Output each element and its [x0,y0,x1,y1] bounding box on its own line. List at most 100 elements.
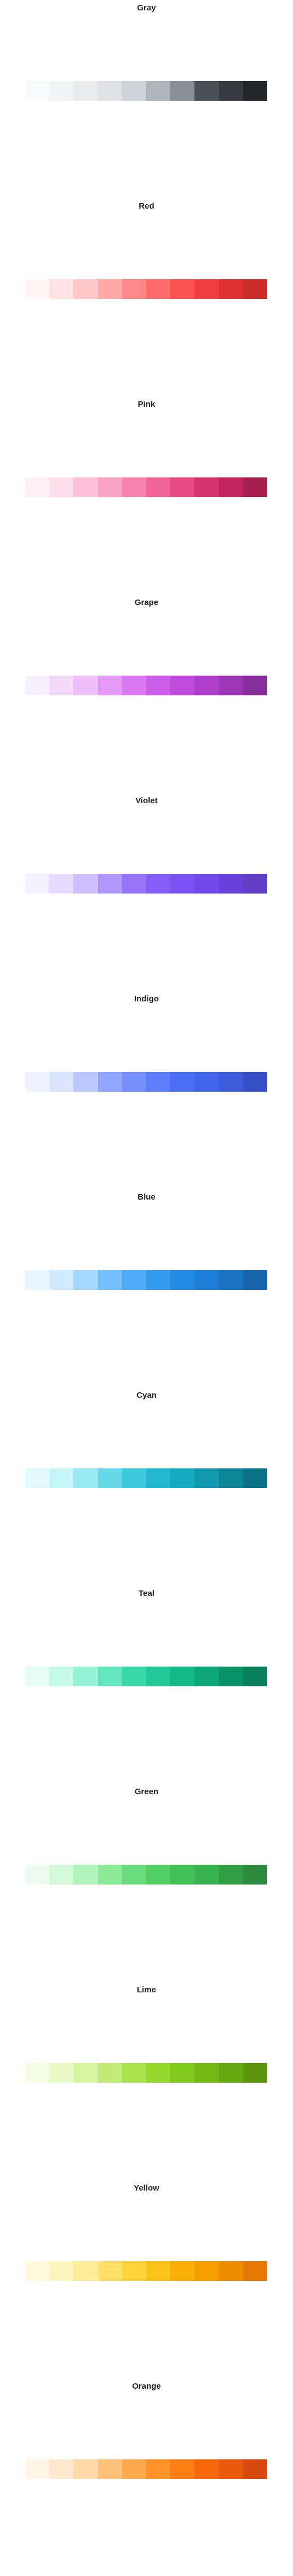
color-swatch-0 [25,279,50,299]
color-swatch-1 [49,1667,74,1686]
palette-cyan: Cyan [0,1387,293,1585]
color-swatch-4 [122,1270,147,1290]
color-swatch-3 [97,1270,122,1290]
color-swatch-1 [49,1865,74,1885]
palette-indigo: Indigo [0,991,293,1189]
color-swatch-4 [122,1667,147,1686]
color-swatch-0 [25,1270,50,1290]
color-swatch-8 [219,1667,243,1686]
color-swatch-6 [170,2063,195,2083]
color-swatch-5 [146,1072,171,1092]
color-swatch-7 [194,279,219,299]
color-swatch-7 [194,1468,219,1488]
color-swatch-6 [170,1865,195,1885]
palette-list: Gray Red Pink Grape Violet Indigo Blue C… [0,0,293,2479]
color-swatch-5 [146,676,171,695]
color-swatch-2 [73,1270,98,1290]
palette-title: Indigo [134,994,159,1004]
color-swatch-6 [170,1468,195,1488]
color-swatch-2 [73,2459,98,2479]
palette-title: Violet [135,796,158,805]
color-swatch-6 [170,2261,195,2281]
color-swatch-3 [97,2261,122,2281]
color-swatch-1 [49,2261,74,2281]
color-swatch-9 [243,1468,268,1488]
palette-teal: Teal [0,1586,293,1783]
palette-title: Gray [137,3,156,13]
palette-green: Green [0,1784,293,1981]
color-swatch-6 [170,676,195,695]
palette-gray: Gray [0,0,293,198]
color-swatch-5 [146,2261,171,2281]
color-swatch-6 [170,1667,195,1686]
color-scale-bar [25,1270,268,1290]
color-swatch-7 [194,874,219,894]
color-swatch-7 [194,1072,219,1092]
color-swatch-6 [170,279,195,299]
color-scale-bar [25,2261,268,2281]
color-swatch-7 [194,1667,219,1686]
color-swatch-2 [73,279,98,299]
color-swatch-3 [97,2063,122,2083]
color-swatch-5 [146,81,171,101]
color-swatch-0 [25,2459,50,2479]
color-swatch-9 [243,2261,268,2281]
color-swatch-9 [243,1865,268,1885]
color-scale-bar [25,81,268,101]
color-swatch-5 [146,2063,171,2083]
color-swatch-3 [97,279,122,299]
color-swatch-7 [194,1865,219,1885]
palette-violet: Violet [0,793,293,990]
color-swatch-2 [73,1072,98,1092]
color-swatch-6 [170,81,195,101]
color-swatch-3 [97,2459,122,2479]
color-swatch-4 [122,676,147,695]
color-swatch-0 [25,676,50,695]
color-swatch-5 [146,2459,171,2479]
palette-title: Pink [137,400,156,409]
palette-pink: Pink [0,396,293,594]
palette-title: Lime [136,1985,156,1995]
color-swatch-8 [219,477,243,497]
color-swatch-0 [25,2261,50,2281]
palette-lime: Lime [0,1982,293,2180]
color-swatch-8 [219,2063,243,2083]
color-swatch-2 [73,874,98,894]
color-swatch-2 [73,676,98,695]
color-swatch-8 [219,2459,243,2479]
color-swatch-2 [73,2261,98,2281]
color-scale-bar [25,676,268,695]
color-swatch-1 [49,2459,74,2479]
palette-title: Teal [139,1589,154,1598]
color-swatch-8 [219,279,243,299]
color-swatch-2 [73,2063,98,2083]
palette-title: Red [139,201,154,211]
color-swatch-3 [97,1468,122,1488]
color-swatch-9 [243,1270,268,1290]
color-swatch-1 [49,477,74,497]
color-scale-bar [25,1865,268,1885]
color-swatch-3 [97,874,122,894]
color-swatch-0 [25,1865,50,1885]
color-swatch-0 [25,477,50,497]
color-swatch-2 [73,477,98,497]
color-swatch-0 [25,1072,50,1092]
color-swatch-5 [146,1270,171,1290]
color-swatch-8 [219,2261,243,2281]
color-swatch-2 [73,1468,98,1488]
color-swatch-4 [122,279,147,299]
palette-title: Yellow [134,2183,159,2193]
color-swatch-8 [219,874,243,894]
color-swatch-5 [146,477,171,497]
palette-title: Blue [137,1192,156,1202]
color-swatch-2 [73,81,98,101]
color-scale-bar [25,2459,268,2479]
color-swatch-7 [194,81,219,101]
color-swatch-4 [122,1865,147,1885]
color-swatch-9 [243,279,268,299]
color-swatch-4 [122,2459,147,2479]
color-scale-bar [25,1667,268,1686]
color-swatch-5 [146,1865,171,1885]
color-swatch-9 [243,2063,268,2083]
color-swatch-3 [97,1072,122,1092]
